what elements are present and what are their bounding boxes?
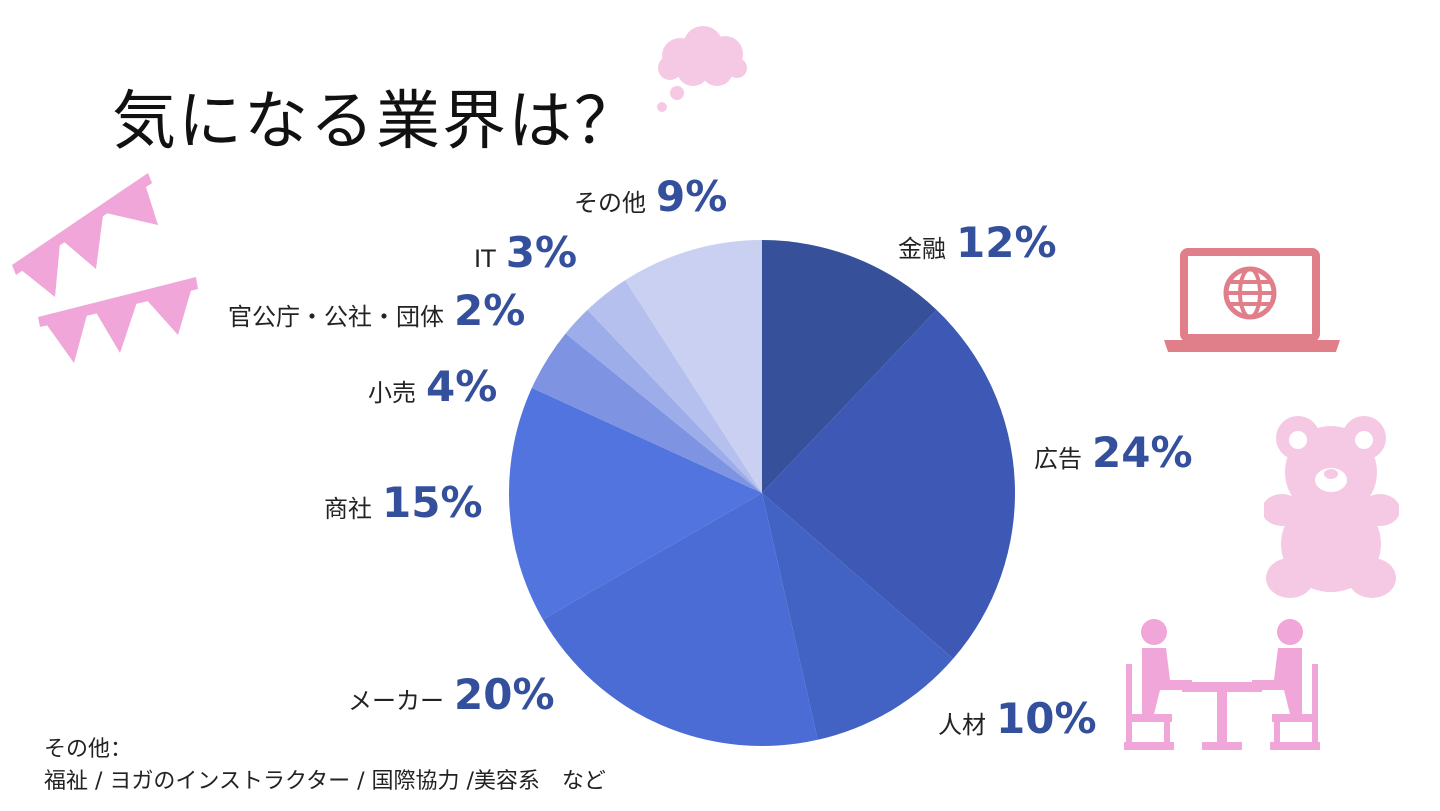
slice-label-name: 商社 bbox=[324, 495, 372, 523]
slice-label: 官公庁・公社・団体 2% bbox=[228, 286, 525, 335]
slice-label: 商社 15% bbox=[324, 478, 483, 527]
slice-label-name: IT bbox=[474, 245, 496, 273]
slice-label-percent: 12% bbox=[956, 218, 1057, 267]
slice-label-percent: 20% bbox=[454, 670, 555, 719]
slice-label: 金融 12% bbox=[898, 218, 1057, 267]
slice-label-percent: 4% bbox=[426, 362, 498, 411]
slice-label: 小売 4% bbox=[368, 362, 497, 411]
pie-slice bbox=[625, 240, 762, 493]
slice-label-name: メーカー bbox=[348, 687, 444, 715]
pie-slice bbox=[509, 387, 762, 620]
slice-label-percent: 24% bbox=[1092, 428, 1193, 477]
pie-slice bbox=[762, 240, 937, 493]
laptop-globe-icon bbox=[1164, 248, 1340, 352]
slice-label-name: その他 bbox=[574, 189, 646, 217]
pie-slice bbox=[531, 333, 762, 493]
pie-slice bbox=[762, 493, 954, 740]
slice-label-name: 小売 bbox=[368, 379, 416, 407]
footnote-heading: その他： bbox=[44, 737, 133, 762]
slice-label: IT 3% bbox=[474, 228, 577, 277]
slice-label: その他 9% bbox=[574, 172, 727, 221]
slice-label-percent: 10% bbox=[996, 694, 1097, 743]
slice-label-percent: 9% bbox=[656, 172, 728, 221]
slice-label-name: 金融 bbox=[898, 235, 946, 263]
page-title: 気になる業界は？ bbox=[112, 85, 640, 159]
pie-slice bbox=[762, 309, 1016, 659]
bunting-icon bbox=[12, 173, 198, 363]
slice-label-name: 広告 bbox=[1034, 445, 1082, 473]
slice-label-percent: 2% bbox=[454, 286, 526, 335]
footnote-detail: 福祉 / ヨガのインストラクター / 国際協力 /美容系 など bbox=[44, 769, 606, 794]
footnote: その他： 福祉 / ヨガのインストラクター / 国際協力 /美容系 など bbox=[44, 734, 606, 798]
slice-label-percent: 15% bbox=[382, 478, 483, 527]
thought-cloud-icon bbox=[657, 26, 747, 112]
pie-slice bbox=[587, 280, 762, 493]
pie-slice bbox=[565, 309, 762, 493]
slice-label-name: 人材 bbox=[938, 711, 986, 739]
pie-slice bbox=[542, 493, 818, 746]
meeting-people-icon bbox=[1124, 619, 1320, 750]
slice-label: メーカー 20% bbox=[348, 670, 555, 719]
slice-label-percent: 3% bbox=[505, 228, 578, 277]
teddy-bear-icon bbox=[1264, 416, 1399, 598]
slice-label: 人材 10% bbox=[938, 694, 1097, 743]
slice-label-name: 官公庁・公社・団体 bbox=[228, 303, 444, 331]
slice-label: 広告 24% bbox=[1034, 428, 1193, 477]
